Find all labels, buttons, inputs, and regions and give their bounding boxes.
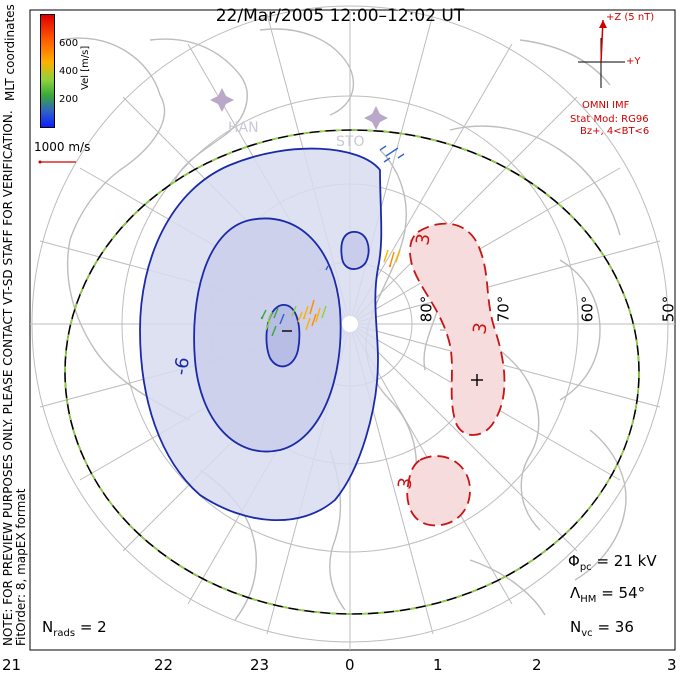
potential-max-marker (471, 374, 483, 386)
mlt-label-0: 0 (345, 656, 355, 674)
vector-scale-label: 1000 m/s (34, 140, 91, 154)
negative-cell-small (340, 231, 370, 270)
imf-condition: Bz+, 4<BT<6 (580, 126, 650, 137)
side-notes: NOTE: FOR PREVIEW PURPOSES ONLY. PLEASE … (1, 110, 28, 646)
pole-marker (342, 316, 358, 332)
hm-boundary-green (64, 129, 640, 615)
map-title: 22/Mar/2005 12:00–12:02 UT (215, 6, 465, 26)
imf-model: Stat Mod: RG96 (570, 114, 649, 125)
radar-count: Nrads = 2 (42, 618, 107, 639)
velocity-vectors (260, 145, 405, 337)
mlt-label-21: 21 (2, 656, 22, 674)
positive-cell-upper (409, 222, 506, 436)
mlt-label-2: 2 (532, 656, 542, 674)
map-frame (29, 9, 676, 651)
positive-contour-label-1: 3 (412, 232, 435, 247)
lat-label-70: 70° (494, 295, 513, 323)
colorbar-unit: Vel [m/s] (80, 45, 91, 90)
mlt-label-3: 3 (667, 656, 677, 674)
vector-scale-dot (38, 160, 42, 164)
positive-contour-label-2: 3 (469, 321, 492, 336)
colorbar-tick-400: 400 (59, 66, 79, 77)
fit-order-note: FitOrder: 8, mapEX format (14, 488, 28, 646)
mlt-label-22: 22 (154, 656, 174, 674)
positive-cell-lower (406, 455, 471, 527)
station-label-han: HAN (228, 120, 259, 136)
station-label-sto: STO (336, 134, 364, 150)
imf-y-label: +Y (626, 56, 641, 67)
lat-label-50: 50° (659, 295, 678, 323)
imf-clock (578, 19, 625, 88)
positive-contour-label-3: 3 (394, 476, 417, 491)
colorbar-tick-200: 200 (59, 94, 79, 105)
coordinate-note: MLT coordinates (3, 4, 17, 101)
cross-polar-potential: Φpc = 21 kV (568, 552, 657, 573)
mlt-label-1: 1 (433, 656, 443, 674)
hm-latitude: ΛHM = 54° (570, 584, 646, 605)
station-markers (210, 88, 388, 130)
imf-source: OMNI IMF (582, 100, 630, 111)
imf-z-label: +Z (5 nT) (606, 12, 655, 23)
velocity-colorbar (40, 14, 55, 128)
mlt-label-23: 23 (250, 656, 270, 674)
colorbar-tick-600: 600 (59, 38, 79, 49)
lat-label-60: 60° (578, 295, 597, 323)
lat-label-80: 80° (417, 295, 436, 323)
negative-contour-label: -6 (170, 356, 194, 377)
vector-count: Nvc = 36 (570, 618, 634, 639)
